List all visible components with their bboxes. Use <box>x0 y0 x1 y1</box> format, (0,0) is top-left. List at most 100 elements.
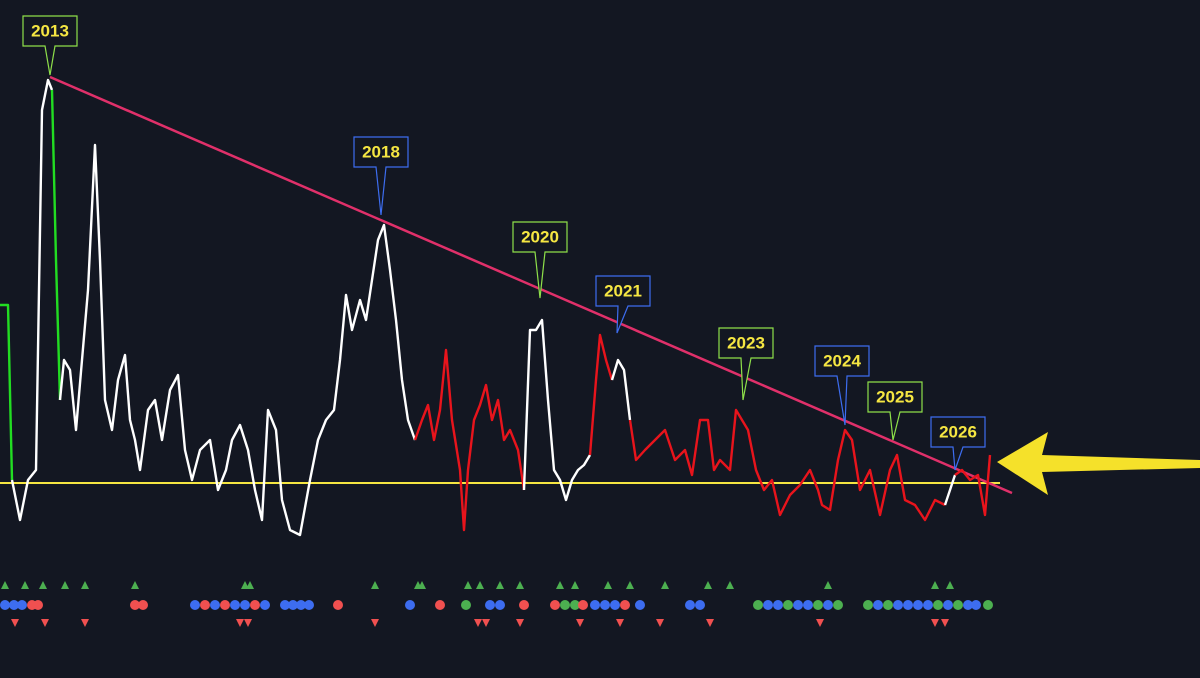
signal-up <box>931 581 939 589</box>
signal-dot <box>803 600 813 610</box>
signal-dot <box>753 600 763 610</box>
signal-dot <box>600 600 610 610</box>
signal-dot <box>903 600 913 610</box>
annotation: 2024 <box>814 345 870 426</box>
annotation-callout <box>814 345 870 426</box>
signal-up <box>81 581 89 589</box>
annotation-label: 2020 <box>521 227 559 246</box>
signal-dot <box>280 600 290 610</box>
signal-markers <box>0 581 993 627</box>
signal-up <box>604 581 612 589</box>
signal-dot <box>240 600 250 610</box>
signal-dot <box>883 600 893 610</box>
signal-dot <box>0 600 10 610</box>
signal-dot <box>695 600 705 610</box>
annotation-callout <box>512 221 568 299</box>
annotation-label: 2025 <box>876 387 914 406</box>
annotation: 2026 <box>930 416 986 471</box>
line-segment <box>10 78 54 522</box>
line-segment <box>610 358 632 421</box>
signal-dot <box>923 600 933 610</box>
signal-down <box>482 619 490 627</box>
signal-up <box>1 581 9 589</box>
signal-up <box>39 581 47 589</box>
signal-dot <box>953 600 963 610</box>
signal-down <box>11 619 19 627</box>
signal-dot <box>620 600 630 610</box>
signal-dot <box>304 600 314 610</box>
line-segment <box>0 303 14 481</box>
annotation-callout <box>595 275 651 334</box>
signal-up <box>661 581 669 589</box>
signal-up <box>476 581 484 589</box>
signal-up <box>246 581 254 589</box>
signal-up <box>371 581 379 589</box>
signal-down <box>576 619 584 627</box>
annotation: 2021 <box>595 275 651 334</box>
signal-dot <box>635 600 645 610</box>
signal-up <box>556 581 564 589</box>
signal-down <box>371 619 379 627</box>
annotation-label: 2026 <box>939 422 977 441</box>
annotation-label: 2024 <box>823 351 861 370</box>
signal-dot <box>138 600 148 610</box>
annotation-callout <box>930 416 986 471</box>
signal-dot <box>33 600 43 610</box>
signal-dot <box>17 600 27 610</box>
signal-up <box>418 581 426 589</box>
annotation-label: 2013 <box>31 21 69 40</box>
line-segment <box>954 454 992 517</box>
signal-down <box>236 619 244 627</box>
annotation: 2018 <box>353 136 409 216</box>
annotation: 2020 <box>512 221 568 299</box>
signal-dot <box>590 600 600 610</box>
signal-down <box>41 619 49 627</box>
signal-dot <box>963 600 973 610</box>
signal-dot <box>250 600 260 610</box>
annotation-callout <box>718 327 774 401</box>
annotation: 2025 <box>867 381 923 441</box>
signal-up <box>946 581 954 589</box>
signal-dot <box>793 600 803 610</box>
trend-line <box>49 75 1013 495</box>
signal-dot <box>833 600 843 610</box>
signal-up <box>21 581 29 589</box>
signal-up <box>464 581 472 589</box>
annotation-label: 2018 <box>362 142 400 161</box>
signal-dot <box>783 600 793 610</box>
signal-dot <box>813 600 823 610</box>
signal-dot <box>560 600 570 610</box>
annotation-label: 2023 <box>727 333 765 352</box>
signal-dot <box>260 600 270 610</box>
signal-dot <box>685 600 695 610</box>
line-segment <box>628 408 946 522</box>
line-segment <box>413 348 526 532</box>
signal-dot <box>519 600 529 610</box>
signal-up <box>496 581 504 589</box>
signal-up <box>824 581 832 589</box>
signal-down <box>816 619 824 627</box>
signal-down <box>706 619 714 627</box>
signal-dot <box>943 600 953 610</box>
signal-down <box>244 619 252 627</box>
signal-down <box>474 619 482 627</box>
signal-dot <box>130 600 140 610</box>
signal-dot <box>485 600 495 610</box>
signal-dot <box>773 600 783 610</box>
annotation-label: 2021 <box>604 281 642 300</box>
annotation: 2013 <box>22 15 78 76</box>
annotation: 2023 <box>718 327 774 401</box>
signal-down <box>941 619 949 627</box>
signal-dot <box>570 600 580 610</box>
signal-dot <box>495 600 505 610</box>
signal-up <box>626 581 634 589</box>
signal-dot <box>200 600 210 610</box>
line-segment <box>943 474 957 506</box>
signal-dot <box>610 600 620 610</box>
line-segment <box>50 89 62 401</box>
signal-up <box>571 581 579 589</box>
annotation-callout <box>22 15 78 76</box>
signal-dot <box>210 600 220 610</box>
signal-dot <box>578 600 588 610</box>
